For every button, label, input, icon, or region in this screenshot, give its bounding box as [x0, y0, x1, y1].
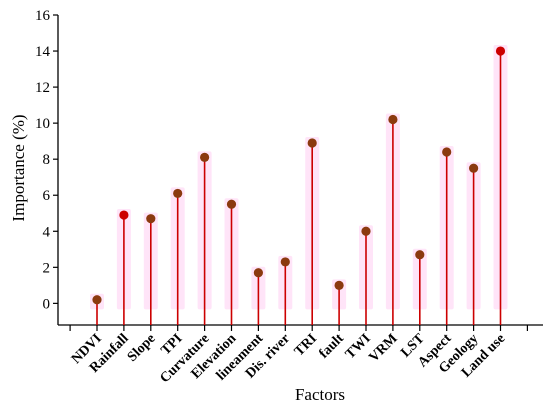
y-tick-label: 8 [43, 152, 51, 168]
y-ticks: 0 2 4 6 8 10 12 14 16 [35, 8, 58, 312]
lollipop-dot [334, 280, 344, 290]
lollipop-dot [146, 214, 156, 224]
y-tick-label: 4 [43, 224, 51, 240]
x-tick-label: VRM [366, 331, 400, 365]
y-tick-label: 16 [35, 8, 51, 24]
lollipop-dot [307, 138, 317, 148]
lollipop-dot [173, 188, 183, 199]
lollipop-dot [253, 268, 263, 278]
x-tick-label: fault [317, 331, 348, 362]
y-tick-label: 14 [35, 44, 51, 60]
lollipop-dot [469, 163, 479, 173]
x-axis-title: Factors [295, 385, 345, 404]
lollipop-dot [280, 257, 290, 267]
y-tick-label: 6 [43, 188, 51, 204]
y-tick-label: 10 [35, 116, 50, 132]
lollipop-dot [415, 250, 425, 260]
glow-layer [90, 45, 508, 310]
y-tick-label: 0 [43, 296, 51, 312]
marks [92, 46, 506, 325]
y-axis-title: Importance (%) [9, 114, 28, 221]
y-tick-label: 12 [35, 80, 50, 96]
lollipop-dot [442, 147, 452, 157]
y-tick-label: 2 [43, 260, 51, 276]
lollipop-dot [119, 210, 129, 220]
x-tick-label: Slope [125, 331, 159, 365]
axes [57, 15, 543, 326]
x-tick-label: TRI [292, 331, 320, 359]
lollipop-dot [388, 114, 398, 125]
lollipop-dot [226, 199, 237, 209]
lollipop-dot [92, 295, 102, 305]
lollipop-dot [361, 226, 371, 236]
lollipop-dot [200, 152, 210, 162]
lollipop-dot [495, 46, 506, 56]
